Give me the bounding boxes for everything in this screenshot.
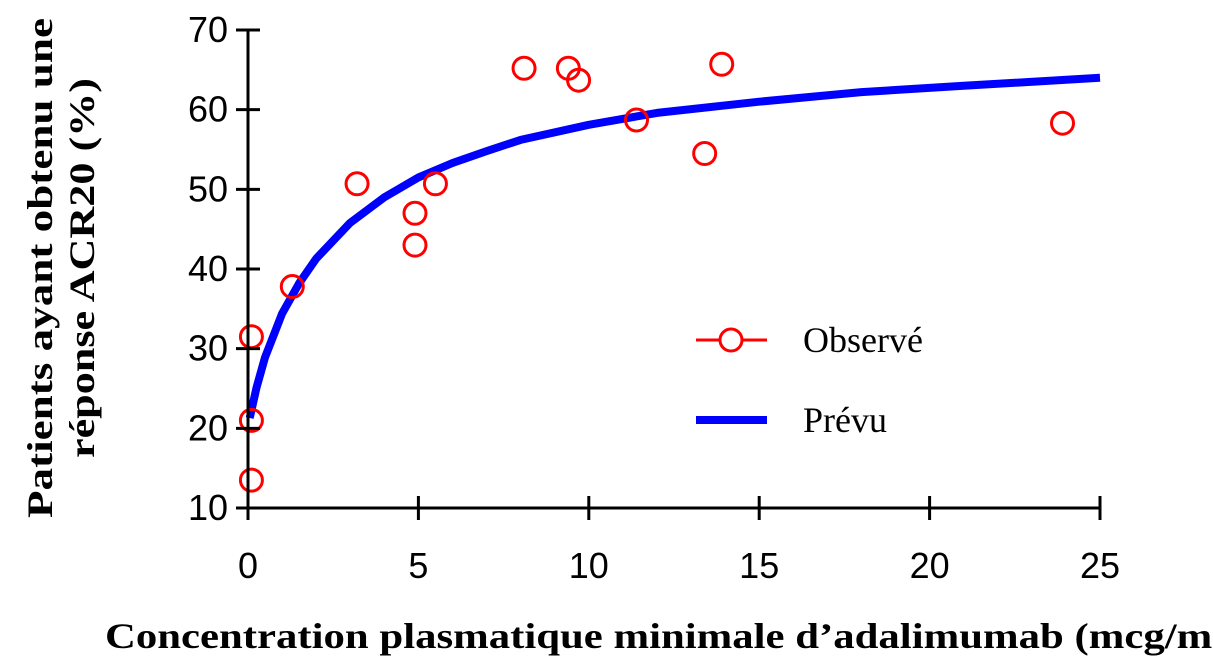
observed-point <box>1050 110 1076 136</box>
y-tick-label: 30 <box>188 328 228 369</box>
x-axis-title: Concentration plasmatique minimale d’ada… <box>105 616 1213 656</box>
y-tick-label: 70 <box>188 9 228 50</box>
x-tick-label: 25 <box>1080 545 1120 586</box>
observed-point <box>238 324 264 350</box>
y-tick-label: 40 <box>188 248 228 289</box>
observed-point <box>402 200 428 226</box>
observed-point <box>344 171 370 197</box>
y-tick-label: 10 <box>188 487 228 528</box>
x-tick-label: 20 <box>910 545 950 586</box>
y-tick-label: 50 <box>188 168 228 209</box>
tick-marks <box>236 28 1102 520</box>
observed-point <box>238 407 264 433</box>
y-tick-label: 60 <box>188 89 228 130</box>
observed-point <box>511 55 537 81</box>
legend-observed-label: Observé <box>803 320 923 360</box>
observed-point <box>402 232 428 258</box>
legend-observed-marker <box>718 327 744 353</box>
axes <box>246 30 1100 510</box>
observed-point <box>624 107 650 133</box>
observed-point <box>422 171 448 197</box>
legend-predicted-label: Prévu <box>803 400 887 440</box>
x-tick-label: 15 <box>739 545 779 586</box>
x-tick-label: 10 <box>569 545 609 586</box>
observed-point <box>692 140 718 166</box>
x-tick-label: 5 <box>408 545 428 586</box>
legend-item-predicted: Prévu <box>696 400 887 440</box>
observed-point <box>566 67 592 93</box>
y-axis-title-line-2: réponse ACR20 (%) <box>62 78 102 458</box>
observed-point <box>238 467 264 493</box>
legend: Observé Prévu <box>696 320 923 440</box>
y-axis-title-line-1: Patients ayant obtenu une <box>20 18 60 518</box>
plot-area <box>238 51 1101 493</box>
y-axis-title: Patients ayant obtenu une réponse ACR20 … <box>20 18 102 518</box>
x-tick-label: 0 <box>238 545 258 586</box>
observed-point <box>709 51 735 77</box>
observed-point <box>279 274 305 300</box>
legend-item-observed: Observé <box>696 320 923 360</box>
y-tick-label: 20 <box>188 407 228 448</box>
tick-labels: 10 20 30 40 50 60 70 0 5 10 15 20 25 <box>188 9 1120 586</box>
predicted-curve <box>245 73 1101 419</box>
